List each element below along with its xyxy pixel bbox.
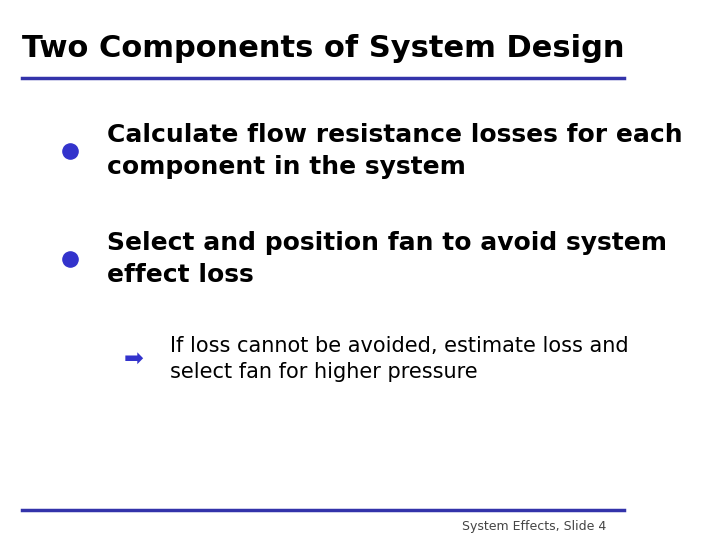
Text: System Effects, Slide 4: System Effects, Slide 4 bbox=[462, 520, 606, 533]
Point bbox=[65, 147, 76, 156]
Text: Select and position fan to avoid system
effect loss: Select and position fan to avoid system … bbox=[107, 232, 667, 287]
Text: If loss cannot be avoided, estimate loss and
select fan for higher pressure: If loss cannot be avoided, estimate loss… bbox=[170, 336, 629, 382]
Text: Two Components of System Design: Two Components of System Design bbox=[22, 34, 624, 63]
Text: ➡: ➡ bbox=[124, 347, 143, 371]
Point bbox=[65, 255, 76, 264]
Text: Calculate flow resistance losses for each
component in the system: Calculate flow resistance losses for eac… bbox=[107, 124, 682, 179]
